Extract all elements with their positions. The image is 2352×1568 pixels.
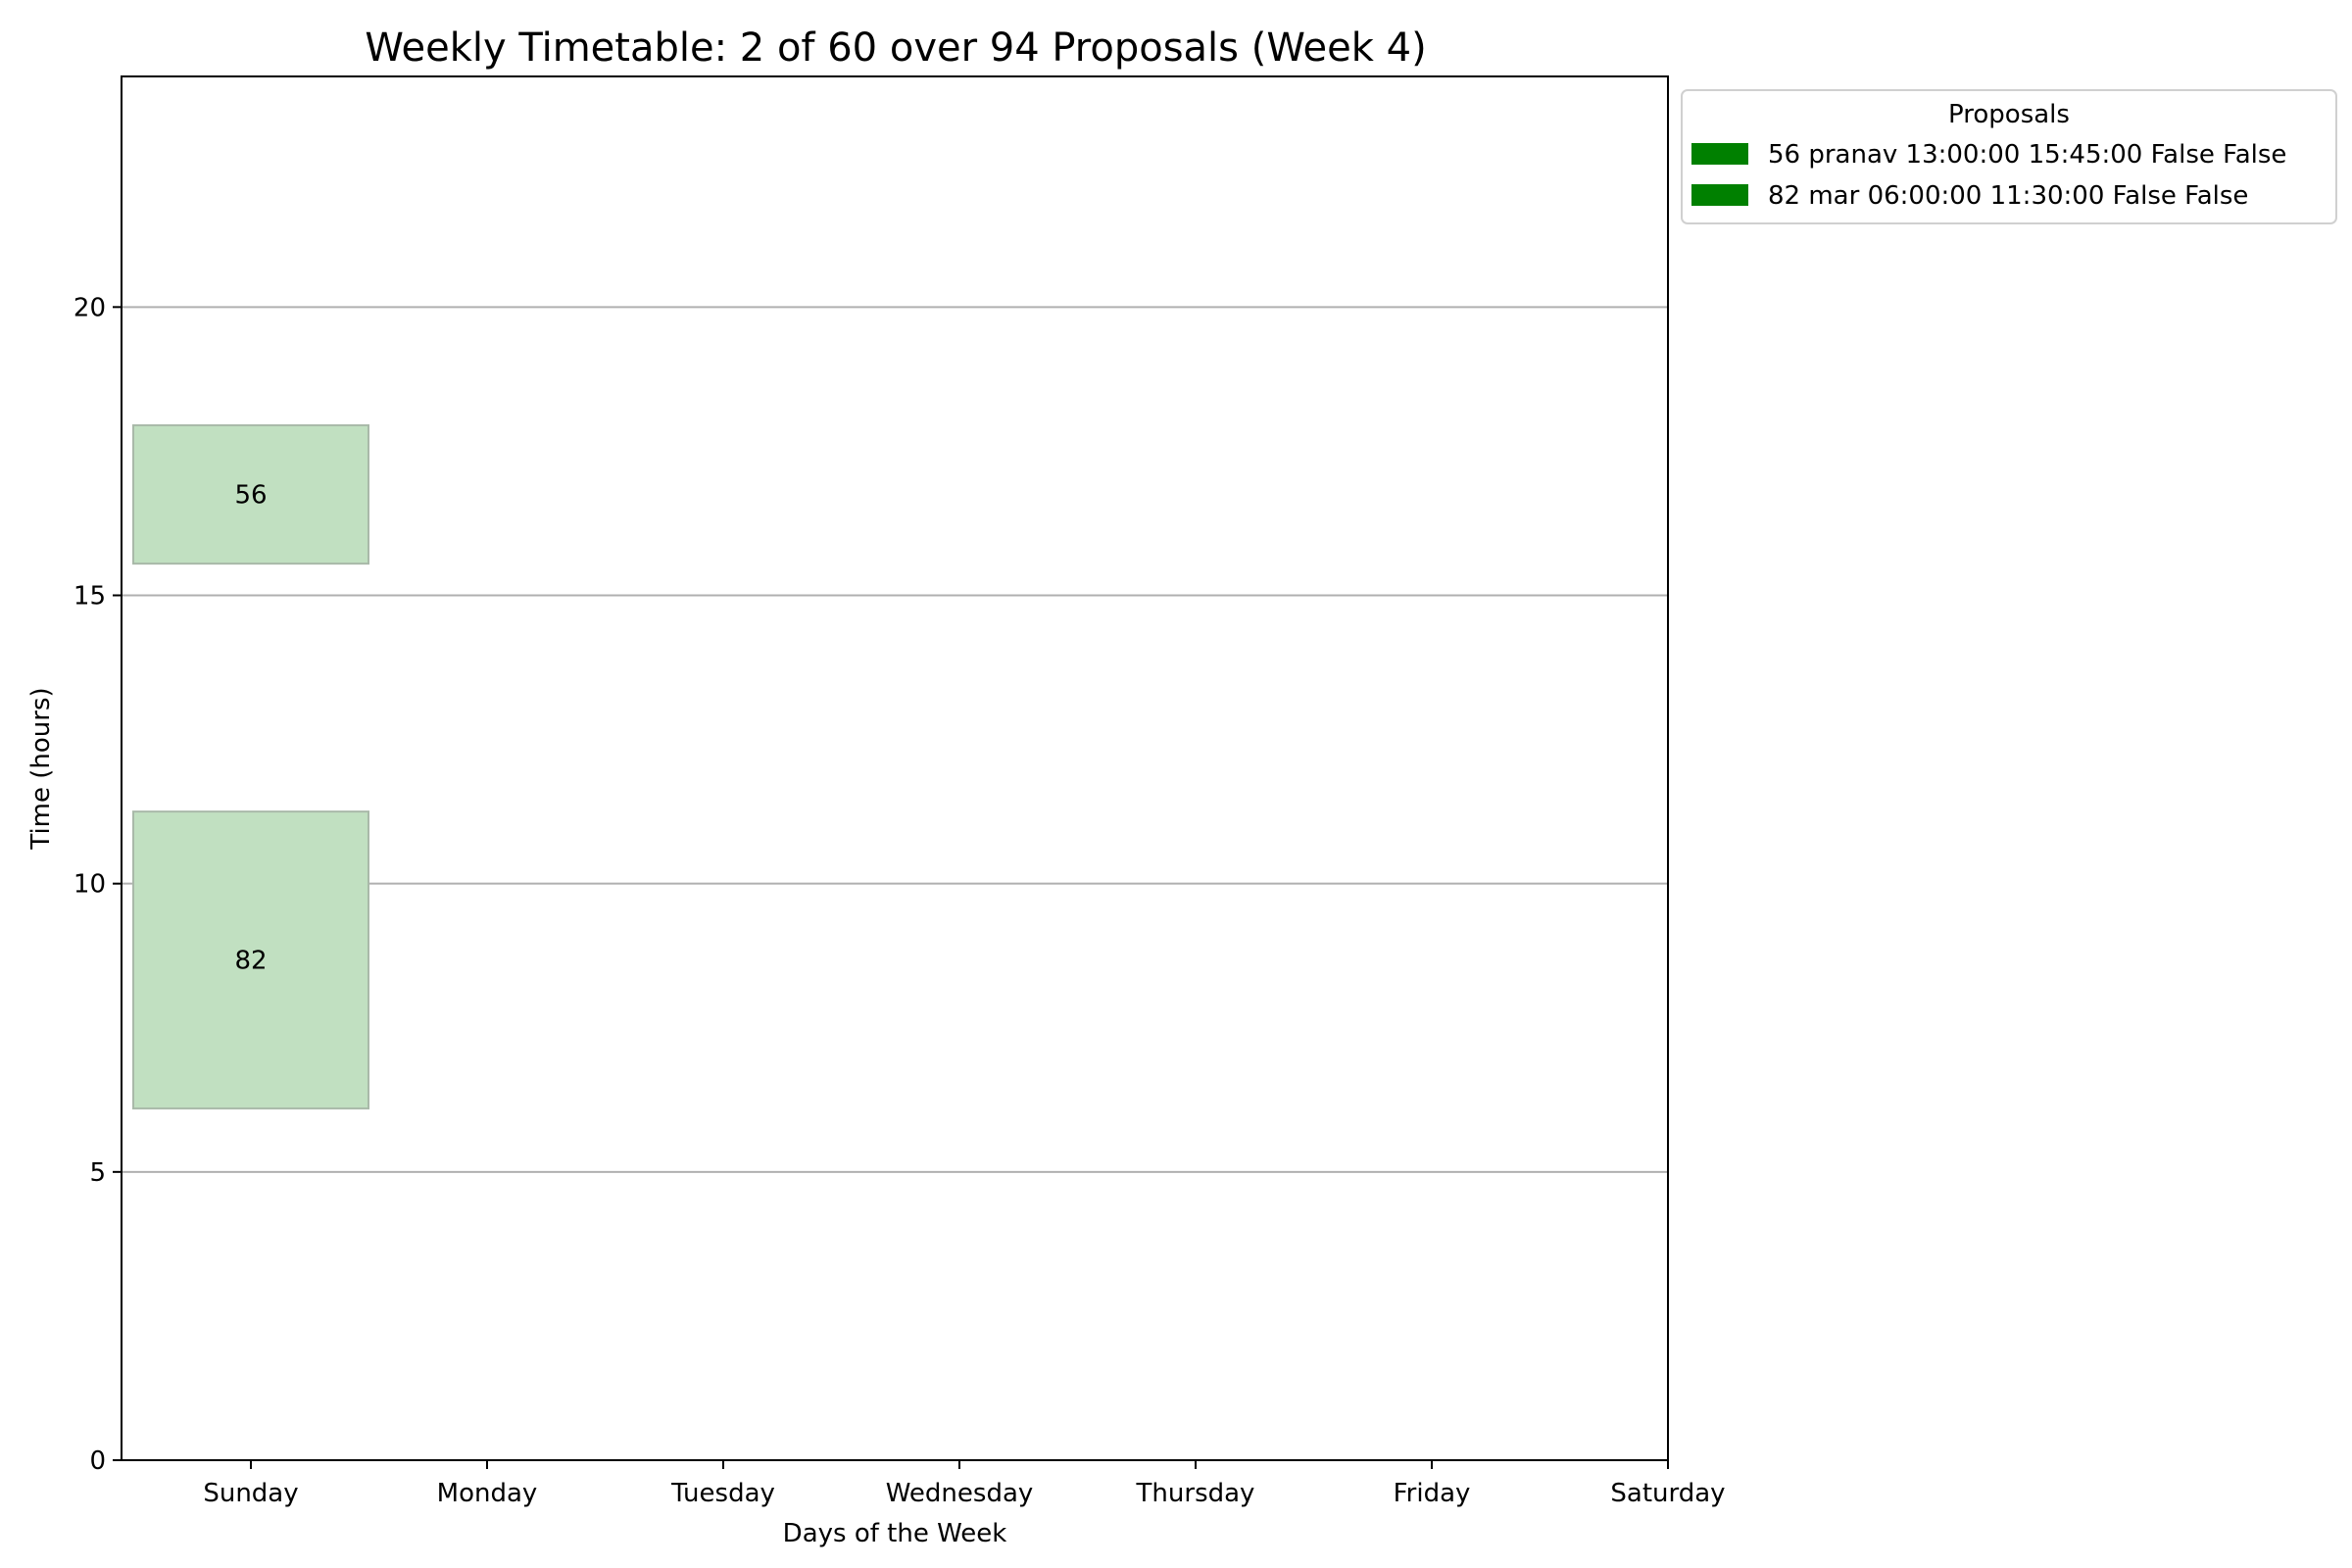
chart-title: Weekly Timetable: 2 of 60 over 94 Propos… xyxy=(365,25,1426,71)
bar-label-56: 56 xyxy=(234,481,267,511)
bar-proposal-56 xyxy=(132,423,369,565)
legend-entry: 82 mar 06:00:00 11:30:00 False False xyxy=(1768,181,2248,211)
bars-group: 56 82 xyxy=(132,423,369,1110)
legend-entry: 56 pranav 13:00:00 15:45:00 False False xyxy=(1768,140,2286,170)
x-tick-label-tuesday: Tuesday xyxy=(670,1479,775,1508)
legend-box xyxy=(1681,89,2337,224)
x-tick-label-monday: Monday xyxy=(437,1479,538,1508)
x-tick-label-thursday: Thursday xyxy=(1136,1479,1255,1508)
y-tick-label: 20 xyxy=(74,293,106,322)
y-tick-label: 15 xyxy=(74,582,106,612)
legend-patch xyxy=(1691,143,1748,165)
y-ticks: 0 5 10 15 20 xyxy=(74,293,122,1476)
y-tick-label: 0 xyxy=(89,1446,106,1476)
grid-lines xyxy=(122,306,1668,1173)
legend-patch xyxy=(1691,184,1748,206)
y-tick-label: 5 xyxy=(89,1158,106,1188)
legend-title: Proposals xyxy=(1948,100,2070,129)
legend: Proposals 56 pranav 13:00:00 15:45:00 Fal… xyxy=(1681,89,2337,224)
x-tick-label-saturday: Saturday xyxy=(1610,1479,1725,1508)
y-axis-label: Time (hours) xyxy=(26,687,56,850)
x-axis-label: Days of the Week xyxy=(783,1519,1007,1548)
bar-label-82: 82 xyxy=(234,947,267,976)
x-ticks: Sunday Monday Tuesday Wednesday Thursday Frid… xyxy=(203,1460,1726,1508)
bar-proposal-82 xyxy=(132,810,369,1110)
x-tick-label-friday: Friday xyxy=(1394,1479,1471,1508)
x-tick-label-sunday: Sunday xyxy=(203,1479,298,1508)
plot-frame xyxy=(121,75,1669,1461)
x-tick-label-wednesday: Wednesday xyxy=(886,1479,1034,1508)
y-tick-label: 10 xyxy=(74,870,106,900)
